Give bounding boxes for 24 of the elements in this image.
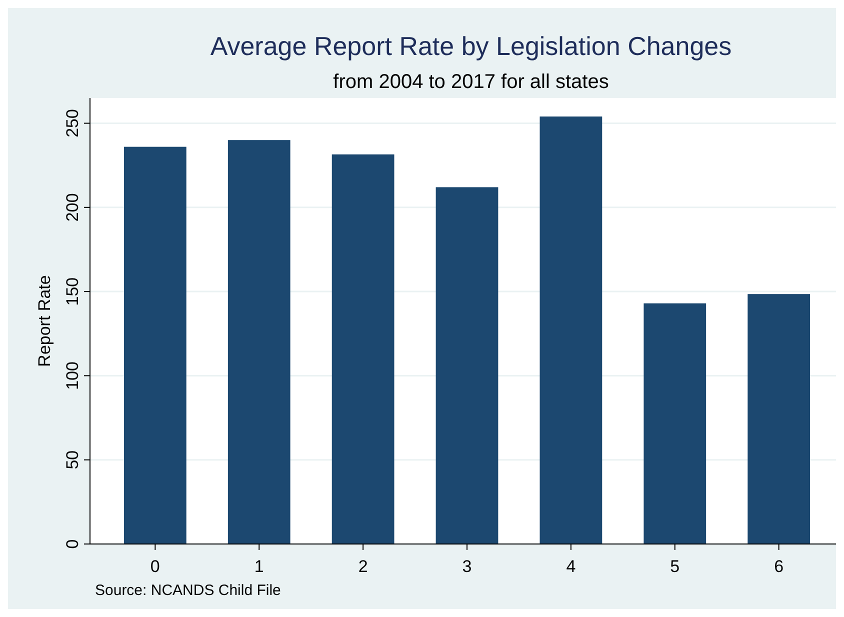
bar — [748, 294, 810, 544]
x-tick-label: 0 — [150, 557, 160, 576]
source-note: Source: NCANDS Child File — [95, 582, 281, 599]
x-tick-label: 1 — [254, 557, 264, 576]
bar — [644, 303, 706, 544]
y-tick-label: 250 — [63, 109, 82, 138]
y-axis-title: Report Rate — [35, 275, 54, 367]
chart-subtitle: from 2004 to 2017 for all states — [333, 71, 609, 93]
y-tick-label: 150 — [63, 277, 82, 306]
bar — [436, 187, 498, 544]
y-tick-label: 0 — [63, 539, 82, 549]
y-tick-label: 200 — [63, 193, 82, 222]
x-tick-label: 5 — [670, 557, 680, 576]
y-tick-label: 100 — [63, 362, 82, 390]
x-tick-label: 4 — [566, 557, 576, 576]
x-tick-label: 3 — [462, 557, 472, 576]
x-tick-label: 2 — [358, 557, 368, 576]
y-tick-label: 50 — [63, 450, 82, 470]
bar — [540, 116, 602, 544]
bar — [124, 146, 186, 544]
chart-title: Average Report Rate by Legislation Changes — [210, 31, 732, 61]
x-tick-label: 6 — [774, 557, 784, 576]
bar — [332, 154, 394, 544]
bar — [228, 140, 290, 544]
